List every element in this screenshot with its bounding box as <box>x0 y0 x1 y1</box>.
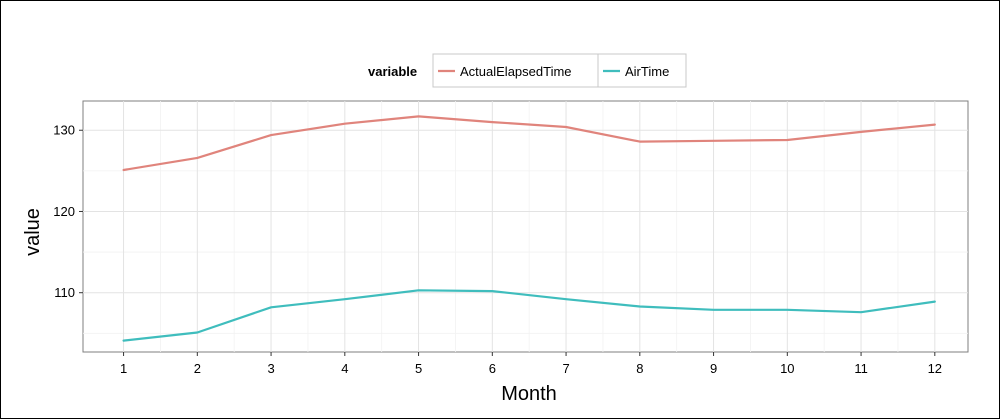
y-tick-label: 110 <box>54 285 75 300</box>
x-tick-label: 8 <box>636 361 643 376</box>
series-line <box>122 115 936 172</box>
legend: variable ActualElapsedTime AirTime <box>368 53 687 88</box>
y-tick-label: 120 <box>53 204 75 219</box>
legend-item-box <box>432 53 599 88</box>
x-tick-label: 12 <box>928 361 942 376</box>
x-tick-label: 10 <box>780 361 794 376</box>
plot-panel <box>82 100 969 353</box>
x-tick-label: 6 <box>489 361 496 376</box>
x-tick-label: 7 <box>562 361 569 376</box>
legend-item: AirTime <box>597 53 687 88</box>
x-tick-label: 9 <box>710 361 717 376</box>
x-tick-label: 5 <box>415 361 422 376</box>
x-tick-label: 1 <box>120 361 127 376</box>
series-lines <box>122 115 936 342</box>
x-tick-label: 3 <box>267 361 274 376</box>
legend-title: variable <box>368 64 417 79</box>
y-tick-label: 130 <box>53 123 75 138</box>
y-axis-label: value <box>22 208 44 256</box>
legend-item-label: ActualElapsedTime <box>460 64 572 79</box>
grid <box>83 101 968 352</box>
series-line <box>122 289 936 342</box>
legend-item: ActualElapsedTime <box>432 53 599 88</box>
legend-item-label: AirTime <box>625 64 669 79</box>
x-tick-label: 2 <box>194 361 201 376</box>
x-axis-label: Month <box>501 383 557 405</box>
x-tick-label: 4 <box>341 361 348 376</box>
x-tick-label: 11 <box>854 361 868 376</box>
